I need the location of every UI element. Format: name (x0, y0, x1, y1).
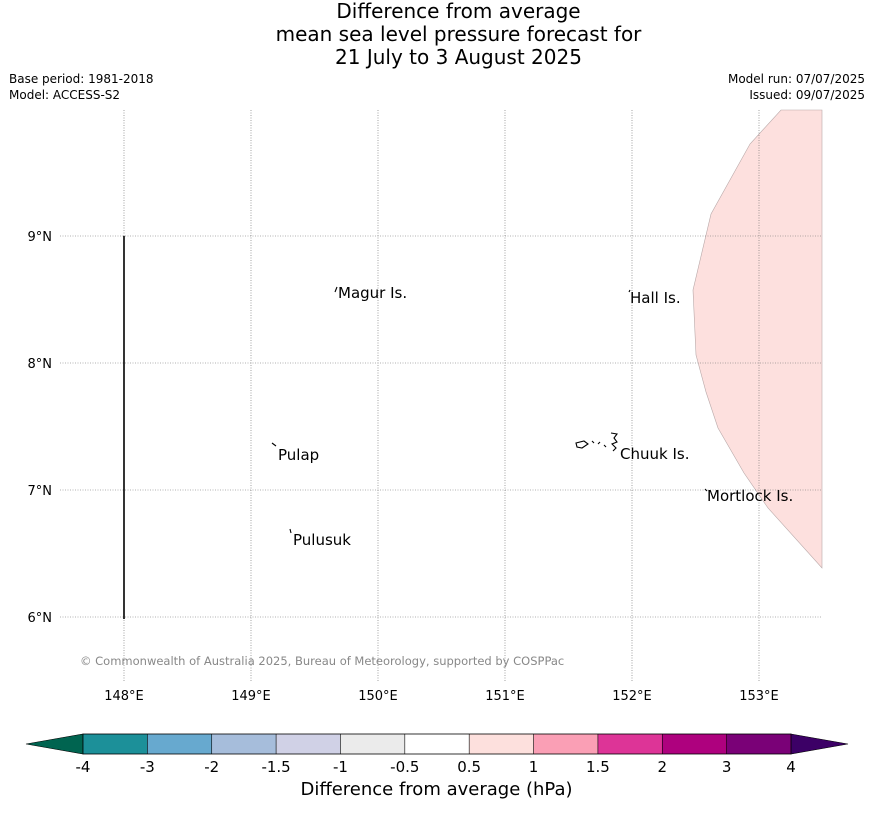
issued-date: Issued: 09/07/2025 (749, 88, 865, 102)
title-line-3: 21 July to 3 August 2025 (335, 45, 582, 69)
colorbar-segment (83, 734, 148, 754)
mortlock-island-shape (704, 488, 708, 492)
colorbar-tick-label: -0.5 (390, 758, 419, 776)
colorbar-segment (533, 734, 599, 754)
lon-tick-153e: 153°E (739, 689, 779, 704)
colorbar-tick-label: -1 (333, 758, 348, 776)
lon-tick-150e: 150°E (358, 689, 398, 704)
place-label-pulusuk: Pulusuk (293, 531, 351, 549)
colorbar-segment (211, 734, 277, 754)
colorbar-segments (83, 734, 792, 754)
place-label-pulap: Pulap (278, 446, 319, 464)
lon-tick-152e: 152°E (612, 689, 652, 704)
base-period: Base period: 1981-2018 (9, 72, 154, 86)
colorbar-tick-labels: -4 -3 -2 -1.5 -1 -0.5 0.5 1 1.5 2 3 4 (76, 758, 796, 776)
colorbar-segment (404, 734, 470, 754)
magur-island-shape (334, 286, 338, 293)
lon-tick-149e: 149°E (231, 689, 271, 704)
model-run: Model run: 07/07/2025 (727, 72, 865, 86)
colorbar-title: Difference from average (hPa) (300, 779, 573, 800)
meta-left: Base period: 1981-2018 Model: ACCESS-S2 (9, 71, 154, 103)
colorbar-over-arrow (790, 733, 849, 755)
colorbar-tick-label: -1.5 (261, 758, 290, 776)
lat-tick-7n: 7°N (28, 484, 53, 499)
place-label-magur: Magur Is. (338, 284, 407, 302)
pressure-anomaly-region (692, 109, 823, 569)
colorbar-segment (147, 734, 213, 754)
pulusuk-island-shape (289, 528, 292, 534)
hall-island-shape (628, 289, 631, 293)
lat-gridlines (60, 235, 822, 618)
colorbar-frame (82, 733, 792, 755)
colorbar-segment (276, 734, 341, 754)
colorbar-tick-label: -2 (204, 758, 219, 776)
meta-right: Model run: 07/07/2025 Issued: 09/07/2025 (728, 71, 865, 103)
lon-gridlines (123, 110, 760, 682)
colorbar-tick-label: 1.5 (586, 758, 610, 776)
colorbar-tick-label: 1 (529, 758, 539, 776)
pulap-island-shape (271, 442, 277, 447)
chuuk-island-shapes (575, 432, 618, 452)
lon-tick-148e: 148°E (104, 689, 144, 704)
colorbar-tick-label: 2 (657, 758, 667, 776)
colorbar-segment (469, 734, 534, 754)
colorbar-segment (662, 734, 727, 754)
colorbar-segment (726, 734, 792, 754)
map-title: Difference from average mean sea level p… (0, 0, 873, 69)
colorbar-under-arrow (25, 733, 84, 755)
lat-tick-labels: 9°N 8°N 7°N 6°N (28, 230, 53, 626)
colorbar: -4 -3 -2 -1.5 -1 -0.5 0.5 1 1.5 2 3 4 (25, 733, 849, 776)
colorbar-tick-label: 0.5 (457, 758, 481, 776)
colorbar-segment (597, 734, 663, 754)
place-label-hall: Hall Is. (630, 289, 681, 307)
lat-tick-8n: 8°N (28, 357, 53, 372)
lon-tick-labels: 148°E 149°E 150°E 151°E 152°E 153°E (104, 689, 779, 704)
colorbar-segment (340, 734, 406, 754)
place-label-mortlock: Mortlock Is. (707, 487, 793, 505)
colorbar-tick-label: 3 (722, 758, 732, 776)
colorbar-tick-label: -3 (140, 758, 155, 776)
lat-tick-9n: 9°N (28, 230, 53, 245)
copyright-notice: © Commonwealth of Australia 2025, Bureau… (80, 654, 564, 668)
colorbar-tick-label: 4 (786, 758, 796, 776)
title-line-2: mean sea level pressure forecast for (275, 22, 642, 46)
colorbar-tick-label: -4 (76, 758, 91, 776)
place-labels: Magur Is. Hall Is. Pulap Chuuk Is. Mortl… (278, 284, 793, 549)
title-line-1: Difference from average (336, 0, 581, 23)
place-label-chuuk: Chuuk Is. (620, 445, 689, 463)
island-outlines (271, 286, 708, 534)
model-name: Model: ACCESS-S2 (9, 88, 121, 102)
lat-tick-6n: 6°N (28, 611, 53, 626)
lon-tick-151e: 151°E (485, 689, 525, 704)
